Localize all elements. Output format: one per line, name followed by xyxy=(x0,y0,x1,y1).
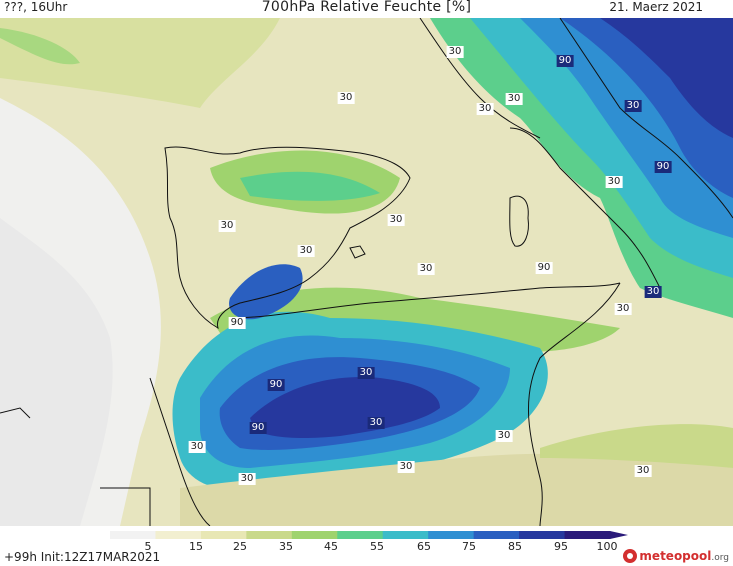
colorbar-segment xyxy=(337,531,384,539)
contour-label: 30 xyxy=(614,303,632,315)
logo-text: meteopool.org xyxy=(639,549,729,563)
colorbar-segment xyxy=(382,531,429,539)
colorbar-tick: 95 xyxy=(554,540,568,553)
contour-label: 90 xyxy=(249,422,267,434)
logo-main-text: meteopool xyxy=(639,549,712,563)
contour-label: 30 xyxy=(634,465,652,477)
logo-suffix-text: .org xyxy=(711,553,729,563)
colorbar-segment xyxy=(155,531,202,539)
init-time-label: +99h Init:12Z17MAR2021 xyxy=(4,550,161,564)
colorbar-tick: 35 xyxy=(279,540,293,553)
colorbar-tick: 100 xyxy=(596,540,618,553)
colorbar-tick: 5 xyxy=(144,540,152,553)
contour-label: 30 xyxy=(417,263,435,275)
contour-label: 30 xyxy=(495,430,513,442)
colorbar-segment xyxy=(519,531,566,539)
contour-label: 30 xyxy=(505,93,523,105)
contour-label: 30 xyxy=(644,286,662,298)
colorbar-segment xyxy=(200,531,247,539)
contour-label: 30 xyxy=(357,367,375,379)
contour-label: 30 xyxy=(397,461,415,473)
humidity-map: 30 30 90 30 30 30 90 30 30 30 30 30 90 3… xyxy=(0,18,733,526)
contour-label: 30 xyxy=(476,103,494,115)
contour-label: 90 xyxy=(556,55,574,67)
run-time-label: ???, 16Uhr xyxy=(4,0,68,14)
contour-label: 90 xyxy=(654,161,672,173)
contour-label: 30 xyxy=(387,214,405,226)
colorbar-segment xyxy=(291,531,338,539)
footer: 5 15 25 35 45 55 65 75 85 95 100 +99h In… xyxy=(0,526,733,566)
contour-label: 30 xyxy=(297,245,315,257)
contour-label: 30 xyxy=(337,92,355,104)
contour-label: 90 xyxy=(267,379,285,391)
meteopool-logo-icon xyxy=(623,549,638,563)
contour-label: 30 xyxy=(624,100,642,112)
colorbar-tick: 45 xyxy=(324,540,338,553)
contour-label: 90 xyxy=(228,317,246,329)
colorbar-segment xyxy=(110,531,156,539)
map-title: 700hPa Relative Feuchte [%] xyxy=(261,0,472,15)
colorbar-segment xyxy=(473,531,520,539)
colorbar-segment xyxy=(246,531,293,539)
colorbar-tick: 15 xyxy=(189,540,203,553)
contour-label: 90 xyxy=(535,262,553,274)
header: ???, 16Uhr 700hPa Relative Feuchte [%] 2… xyxy=(0,0,733,18)
colorbar-tick: 55 xyxy=(370,540,384,553)
meteopool-logo[interactable]: meteopool.org xyxy=(623,548,729,564)
date-label: 21. Maerz 2021 xyxy=(609,0,703,14)
colorbar-segment xyxy=(428,531,475,539)
colorbar-segment xyxy=(564,531,611,539)
contour-label: 30 xyxy=(367,417,385,429)
colorbar-tick: 85 xyxy=(508,540,522,553)
colorbar xyxy=(110,531,628,539)
contour-label: 30 xyxy=(188,441,206,453)
map-canvas xyxy=(0,18,733,526)
contour-label: 30 xyxy=(446,46,464,58)
contour-label: 30 xyxy=(238,473,256,485)
colorbar-tick: 75 xyxy=(462,540,476,553)
colorbar-tick: 65 xyxy=(417,540,431,553)
contour-label: 30 xyxy=(605,176,623,188)
colorbar-arrow xyxy=(610,531,628,539)
colorbar-tick: 25 xyxy=(233,540,247,553)
contour-label: 30 xyxy=(218,220,236,232)
